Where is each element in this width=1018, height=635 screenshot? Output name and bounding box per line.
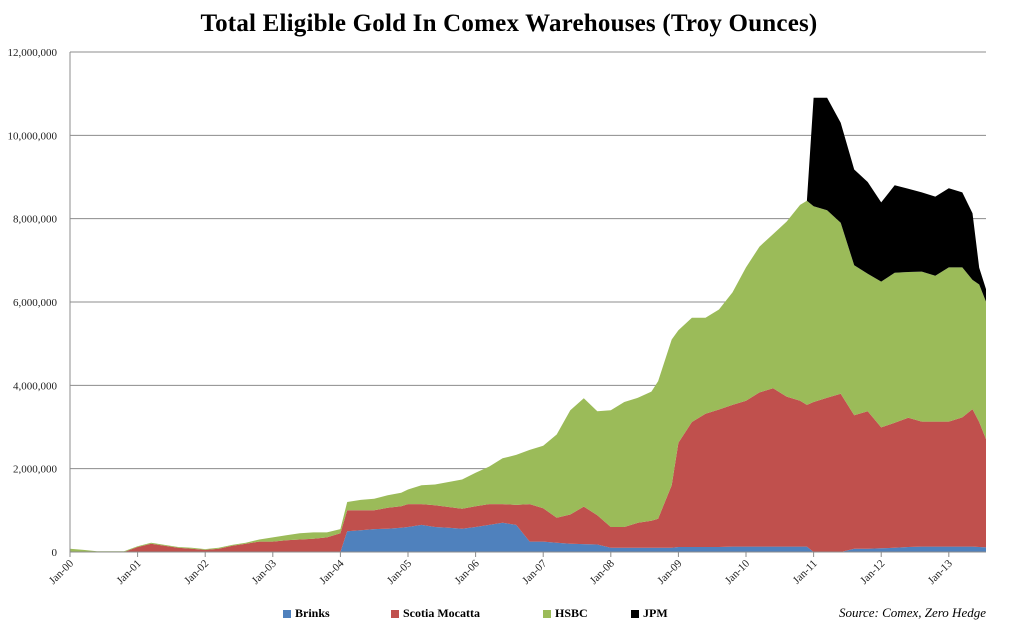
x-tick-label: Jan-13 — [926, 557, 956, 587]
x-tick-label: Jan-02 — [182, 558, 211, 587]
chart-title: Total Eligible Gold In Comex Warehouses … — [200, 10, 818, 37]
x-tick-label: Jan-01 — [114, 558, 143, 587]
x-tick-label: Jan-08 — [588, 557, 618, 587]
y-tick-label: 8,000,000 — [13, 214, 58, 226]
y-axis-ticks: 0 2,000,000 4,000,000 6,000,000 8,000,000 10,… — [8, 47, 58, 559]
y-tick-label: 10,000,000 — [8, 130, 58, 142]
legend-item-jpm: JPM — [631, 606, 691, 621]
x-tick-label: Jan-10 — [723, 557, 753, 587]
x-tick-label: Jan-00 — [47, 557, 77, 587]
y-tick-label: 12,000,000 — [8, 47, 58, 59]
legend-swatch — [543, 609, 551, 618]
y-tick-label: 0 — [52, 547, 58, 559]
x-tick-label: Jan-05 — [385, 557, 415, 587]
legend: Brinks Scotia Mocatta HSBC JPM — [283, 606, 691, 621]
series-areas — [70, 97, 986, 553]
gridlines — [70, 51, 986, 470]
legend-label: JPM — [643, 606, 668, 620]
x-tick-label: Jan-11 — [791, 558, 820, 587]
x-tick-label: Jan-06 — [453, 557, 483, 587]
legend-swatch — [283, 609, 291, 618]
stacked-area-chart: 0 2,000,000 4,000,000 6,000,000 8,000,000 10,… — [8, 47, 986, 587]
x-tick-label: Jan-04 — [317, 557, 347, 587]
x-tick-label: Jan-09 — [655, 557, 685, 587]
legend-item-hsbc: HSBC — [543, 606, 631, 621]
y-tick-label: 4,000,000 — [13, 380, 58, 392]
legend-swatch — [631, 609, 639, 618]
legend-label: Brinks — [295, 606, 330, 620]
source-note: Source: Comex, Zero Hedge — [838, 605, 986, 620]
x-tick-label: Jan-03 — [250, 557, 280, 587]
legend-label: Scotia Mocatta — [403, 606, 480, 620]
y-tick-label: 2,000,000 — [13, 464, 58, 476]
area-series-hsbc — [70, 200, 986, 553]
x-axis-ticks: Jan-00 Jan-01 Jan-02 Jan-03 Jan-04 Jan-05 Jan-… — [47, 552, 955, 587]
x-tick-label: Jan-07 — [520, 557, 550, 587]
legend-label: HSBC — [555, 606, 588, 620]
y-tick-label: 6,000,000 — [13, 297, 58, 309]
axes — [69, 52, 986, 553]
legend-item-scotia-mocatta: Scotia Mocatta — [391, 606, 543, 621]
x-tick-label: Jan-12 — [858, 558, 887, 587]
legend-swatch — [391, 609, 399, 618]
area-series-brinks — [70, 522, 986, 552]
area-series-scotia-mocatta — [70, 388, 986, 552]
legend-item-brinks: Brinks — [283, 606, 391, 621]
